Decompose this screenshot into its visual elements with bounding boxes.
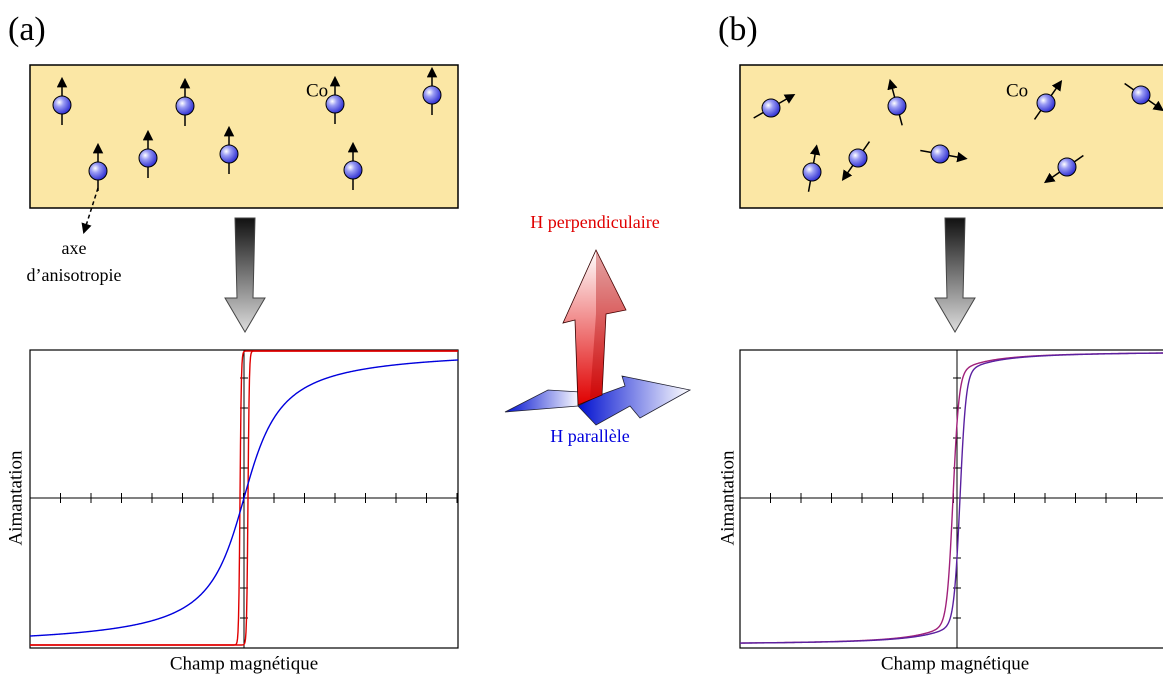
- parallel-arrow: [504, 389, 581, 413]
- spin: [219, 144, 239, 164]
- panel-label: (a): [8, 11, 46, 48]
- flow-arrow: [224, 217, 266, 333]
- curve: [29, 359, 459, 637]
- panel-label: (b): [718, 11, 758, 48]
- x-label: Champ magnétique: [881, 653, 1029, 674]
- y-label: Aimantation: [5, 450, 26, 545]
- spin: [325, 94, 345, 114]
- parallel-arrow: [577, 375, 692, 426]
- co-label: Co: [1006, 80, 1028, 101]
- curve: [739, 352, 1163, 644]
- spin: [1057, 157, 1077, 177]
- spin: [930, 144, 950, 164]
- spin: [761, 98, 781, 118]
- spin: [848, 148, 868, 168]
- y-label: Aimantation: [717, 450, 738, 545]
- spin: [175, 96, 195, 116]
- spin: [138, 148, 158, 168]
- flow-arrow: [934, 217, 976, 333]
- plots: [29, 350, 1163, 648]
- spin: [1036, 93, 1056, 113]
- x-label: Champ magnétique: [170, 653, 318, 674]
- axis-arrow: [81, 187, 99, 235]
- spin: [52, 95, 72, 115]
- perpendicular-label: H perpendiculaire: [530, 212, 659, 232]
- spin: [88, 161, 108, 181]
- axis-note: d’anisotropie: [27, 265, 122, 285]
- curve: [30, 350, 458, 646]
- spin: [422, 85, 442, 105]
- parallel-label: H parallèle: [550, 426, 629, 446]
- plot-frame: [739, 349, 1163, 649]
- perpendicular-arrow: [562, 249, 627, 406]
- spin: [343, 160, 363, 180]
- spin: [887, 96, 907, 116]
- sample-box: [739, 64, 1163, 209]
- sample-box: [29, 64, 459, 209]
- co-label: Co: [306, 80, 328, 101]
- spin: [802, 162, 822, 182]
- perpendicular-arrow-side: [590, 250, 626, 398]
- spins: [52, 66, 1163, 192]
- spin: [1131, 85, 1151, 105]
- axis-note: axe: [62, 238, 87, 258]
